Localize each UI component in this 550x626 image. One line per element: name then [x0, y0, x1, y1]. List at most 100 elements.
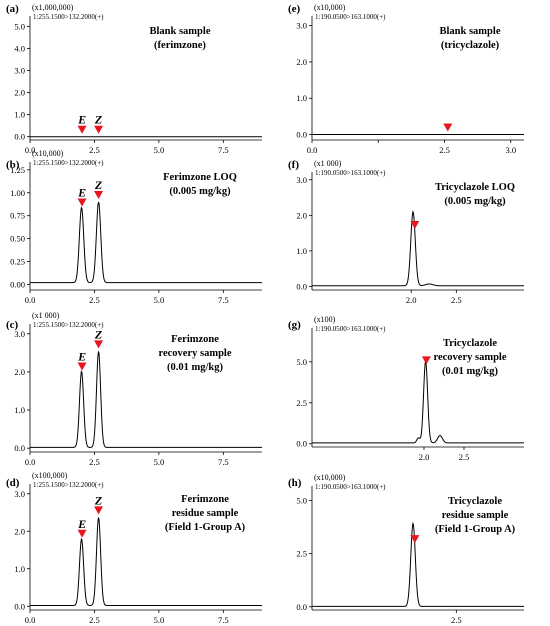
y-scale-label: (x1,000,000) — [32, 3, 74, 12]
x-tick-label: 2.5 — [459, 452, 470, 462]
y-tick-label: 2.0 — [14, 367, 25, 377]
y-tick-label: 0.0 — [296, 281, 307, 291]
x-tick-label: 2.0 — [406, 295, 417, 305]
x-tick-label: 2.5 — [89, 295, 100, 305]
panel-label: (c) — [6, 319, 19, 331]
x-tick-label: 3.0 — [505, 145, 516, 155]
x-tick-label: 2.5 — [89, 615, 100, 625]
y-tick-label: 5.0 — [14, 21, 25, 31]
x-tick-label: 2.5 — [451, 295, 462, 305]
chromatogram-trace — [312, 210, 524, 287]
panel-title-line: Ferimzone — [171, 334, 219, 345]
x-tick-label: 5.0 — [154, 457, 165, 467]
y-tick-label: 0.75 — [10, 211, 25, 221]
y-tick-label: 0.25 — [10, 257, 25, 267]
panel-a: (a) (x1,000,000)1:255.1500>132.2000(+) Bla… — [6, 3, 262, 155]
y-tick-label: 4.0 — [14, 43, 25, 53]
peak-isomer-label: Z — [94, 178, 103, 192]
panel-title-line: (ferimzone) — [154, 40, 206, 51]
y-tick-label: 1.0 — [14, 564, 25, 574]
y-tick-label: 2.0 — [296, 57, 307, 67]
panel-label: (d) — [6, 477, 20, 489]
chromatogram-trace — [30, 351, 262, 448]
y-tick-label: 2.5 — [296, 549, 307, 559]
y-tick-label: 1.0 — [14, 405, 25, 415]
panel-b: (b) (x10,000)1:255.1500>132.2000(+) Ferimz… — [6, 149, 262, 305]
y-tick-label: 2.5 — [296, 398, 307, 408]
chromatogram-trace — [312, 360, 524, 444]
peak-isomer-label: Z — [94, 493, 103, 507]
peak-marker — [94, 125, 104, 134]
mrm-transition-label: 1:190.0500>163.1000(+) — [315, 169, 386, 177]
y-tick-label: 1.0 — [296, 93, 307, 103]
panel-title-line: (0.01 mg/kg) — [167, 362, 224, 373]
panel-title-line: Ferimzone — [181, 494, 229, 505]
peak-isomer-label: E — [77, 113, 86, 127]
panel-g: (g) (x100)1:190.0500>163.1000(+) Tricyclaz… — [288, 315, 524, 462]
panel-title-line: Tricyclazole — [448, 496, 502, 507]
peak-isomer-label: Z — [94, 113, 103, 127]
panel-title-line: Tricyclazole — [443, 338, 497, 349]
y-scale-label: (x10,000) — [32, 149, 64, 158]
panel-title-line: (Field 1-Group A) — [165, 522, 246, 533]
peak-marker — [77, 362, 87, 371]
mrm-transition-label: 1:255.1500>132.2000(+) — [33, 321, 104, 329]
panel-label: (e) — [288, 3, 301, 15]
y-tick-label: 3.0 — [14, 489, 25, 499]
y-tick-label: 0.0 — [14, 443, 25, 453]
peak-marker — [443, 123, 453, 132]
chromatogram-trace — [312, 521, 524, 607]
y-scale-label: (x10,000) — [314, 3, 346, 12]
panel-label: (h) — [288, 477, 302, 489]
panel-d: (d) (x100,000)1:255.1500>132.2000(+) Ferim… — [6, 471, 262, 625]
panel-title-line: Blank sample — [150, 26, 211, 37]
panel-label: (f) — [288, 159, 299, 171]
y-tick-label: 5.0 — [296, 357, 307, 367]
peak-marker — [77, 198, 87, 207]
mrm-transition-label: 1:190.0500>163.1000(+) — [315, 13, 386, 21]
x-tick-label: 0.0 — [25, 295, 36, 305]
peak-isomer-label: E — [77, 350, 86, 364]
peak-marker — [94, 506, 104, 515]
y-tick-label: 3.0 — [296, 175, 307, 185]
x-tick-label: 2.5 — [89, 145, 100, 155]
y-tick-label: 3.0 — [14, 66, 25, 76]
panel-title-line: Tricyclazole LOQ — [435, 182, 515, 193]
panel-title-line: recovery sample — [159, 348, 232, 359]
x-tick-label: 5.0 — [154, 295, 165, 305]
chromatogram-trace — [30, 201, 262, 284]
panel-title-line: recovery sample — [434, 352, 507, 363]
y-tick-label: 0.50 — [10, 234, 25, 244]
panel-title-line: (0.005 mg/kg) — [169, 186, 231, 197]
y-scale-label: (x1 000) — [32, 311, 60, 320]
panel-title-line: (0.01 mg/kg) — [442, 366, 499, 377]
panel-title-line: residue sample — [172, 508, 239, 519]
x-tick-label: 7.5 — [218, 295, 229, 305]
y-tick-label: 0.0 — [14, 601, 25, 611]
x-tick-label: 5.0 — [154, 145, 165, 155]
y-tick-label: 5.0 — [296, 496, 307, 506]
y-tick-label: 1.25 — [10, 165, 25, 175]
mrm-transition-label: 1:255.1500>132.2000(+) — [33, 481, 104, 489]
peak-isomer-label: E — [77, 517, 86, 531]
panel-title-line: residue sample — [442, 510, 509, 521]
x-tick-label: 0.0 — [307, 145, 318, 155]
y-tick-label: 1.0 — [296, 246, 307, 256]
x-tick-label: 2.5 — [439, 145, 450, 155]
panel-label: (b) — [6, 159, 20, 171]
panel-f: (f) (x1 000)1:190.0500>163.1000(+) Tricycl… — [288, 159, 524, 305]
x-tick-label: 0.0 — [25, 457, 36, 467]
x-tick-label: 2.5 — [89, 457, 100, 467]
x-tick-label: 7.5 — [218, 615, 229, 625]
y-tick-label: 2.0 — [14, 88, 25, 98]
y-tick-label: 0.0 — [296, 130, 307, 140]
panel-c: (c) (x1 000)1:255.1500>132.2000(+) Ferimzo… — [6, 311, 262, 467]
mrm-transition-label: 1:255.1500>132.2000(+) — [33, 159, 104, 167]
y-tick-label: 3.0 — [296, 21, 307, 31]
y-tick-label: 0.0 — [296, 439, 307, 449]
y-tick-label: 0.0 — [14, 132, 25, 142]
y-tick-label: 3.0 — [14, 329, 25, 339]
peak-marker — [94, 190, 104, 199]
panel-title-line: (0.005 mg/kg) — [444, 196, 506, 207]
peak-marker — [421, 356, 431, 365]
